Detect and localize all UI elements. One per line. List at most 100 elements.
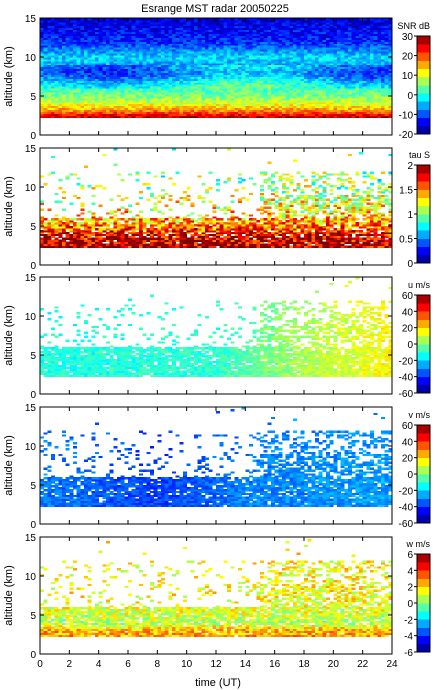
snr-cell bbox=[43, 41, 48, 44]
snr-cell bbox=[139, 84, 144, 87]
snr-cell bbox=[40, 64, 45, 68]
snr-cell bbox=[135, 41, 140, 44]
snr-cell bbox=[84, 66, 89, 70]
snr-cell bbox=[168, 72, 173, 75]
snr-cell bbox=[150, 31, 155, 34]
snr-cell bbox=[62, 86, 67, 89]
snr-cell bbox=[135, 19, 140, 23]
snr-cell bbox=[102, 19, 107, 23]
snr-cell bbox=[131, 111, 136, 114]
snr-cell bbox=[69, 18, 74, 21]
snr-cell bbox=[47, 51, 52, 54]
snr-cell bbox=[157, 96, 162, 99]
snr-cell bbox=[161, 109, 166, 112]
snr-cell bbox=[62, 78, 67, 81]
snr-cell bbox=[40, 66, 45, 70]
snr-cell bbox=[95, 92, 100, 95]
snr-cell bbox=[91, 25, 96, 29]
snr-cell bbox=[157, 74, 162, 77]
snr-cell bbox=[76, 31, 81, 34]
snr-cell bbox=[43, 51, 48, 54]
snr-cell bbox=[109, 105, 114, 109]
snr-cell bbox=[102, 39, 107, 42]
snr-cell bbox=[102, 94, 107, 97]
snr-cell bbox=[128, 99, 133, 103]
snr-cell bbox=[139, 37, 144, 40]
snr-ylabel: altitude (km) bbox=[3, 46, 15, 107]
snr-cell bbox=[106, 23, 111, 27]
snr-cell bbox=[51, 99, 56, 103]
snr-ytick-label: 10 bbox=[25, 53, 37, 64]
snr-cell bbox=[172, 111, 177, 114]
snr-cell bbox=[128, 43, 133, 46]
snr-cell bbox=[76, 62, 81, 66]
snr-cell bbox=[73, 94, 78, 97]
snr-cell bbox=[120, 96, 125, 99]
snr-cell bbox=[113, 82, 118, 85]
snr-cell bbox=[84, 57, 89, 60]
snr-cell bbox=[91, 103, 96, 107]
snr-cell bbox=[168, 64, 173, 68]
snr-cell bbox=[113, 41, 118, 44]
snr-cell bbox=[135, 109, 140, 112]
snr-cell bbox=[65, 105, 70, 109]
snr-cell bbox=[142, 58, 147, 62]
snr-cell bbox=[146, 47, 151, 50]
snr-cell bbox=[124, 96, 129, 99]
snr-cell bbox=[153, 43, 158, 46]
snr-cell bbox=[172, 101, 177, 105]
snr-cell bbox=[84, 74, 89, 77]
snr-cell bbox=[102, 113, 107, 116]
snr-cell bbox=[47, 27, 52, 31]
snr-cell bbox=[157, 103, 162, 107]
snr-cell bbox=[142, 113, 147, 116]
snr-cell bbox=[40, 33, 45, 36]
snr-cell bbox=[164, 39, 169, 42]
snr-cell bbox=[62, 31, 67, 34]
snr-cell bbox=[80, 64, 85, 68]
snr-cell bbox=[113, 64, 118, 68]
snr-cell bbox=[51, 60, 56, 64]
snr-cell bbox=[98, 43, 103, 46]
snr-cell bbox=[69, 31, 74, 34]
snr-cell bbox=[69, 29, 74, 33]
snr-cell bbox=[164, 25, 169, 29]
snr-cell bbox=[47, 76, 52, 79]
snr-cell bbox=[91, 111, 96, 114]
snr-cell bbox=[142, 82, 147, 85]
snr-cell bbox=[73, 68, 78, 72]
snr-cell bbox=[58, 57, 63, 60]
snr-cell bbox=[124, 43, 129, 46]
snr-cell bbox=[172, 99, 177, 103]
snr-cell bbox=[84, 31, 89, 34]
snr-cell bbox=[65, 21, 70, 25]
snr-cell bbox=[131, 25, 136, 29]
snr-cell bbox=[106, 57, 111, 60]
snr-cell bbox=[128, 62, 133, 66]
snr-cell bbox=[62, 23, 67, 27]
snr-cell bbox=[69, 92, 74, 95]
snr-cell bbox=[172, 21, 177, 25]
snr-cell bbox=[54, 19, 59, 23]
snr-cell bbox=[117, 86, 122, 89]
snr-cell bbox=[120, 19, 125, 23]
snr-cell bbox=[164, 96, 169, 99]
snr-cell bbox=[120, 39, 125, 42]
snr-cell bbox=[95, 74, 100, 77]
snr-cell bbox=[146, 84, 151, 87]
snr-cell bbox=[153, 18, 158, 21]
snr-cell bbox=[98, 21, 103, 25]
snr-cell bbox=[146, 60, 151, 64]
snr-cell bbox=[131, 21, 136, 25]
snr-cell bbox=[76, 39, 81, 42]
snr-cell bbox=[98, 88, 103, 91]
snr-cell bbox=[161, 86, 166, 89]
snr-cell bbox=[76, 55, 81, 58]
snr-cell bbox=[175, 35, 180, 38]
snr-cell bbox=[58, 74, 63, 77]
snr-cell bbox=[131, 78, 136, 81]
snr-cell bbox=[139, 113, 144, 116]
snr-cell bbox=[124, 70, 129, 73]
snr-cell bbox=[109, 66, 114, 70]
snr-cell bbox=[47, 57, 52, 60]
